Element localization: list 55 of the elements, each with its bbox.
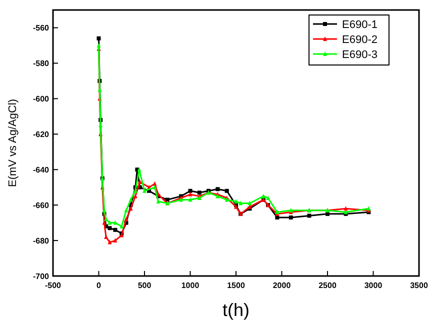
point: [188, 192, 192, 196]
x-tick-label: -500: [44, 281, 62, 290]
point: [96, 36, 101, 40]
point: [266, 195, 270, 200]
point: [234, 199, 238, 204]
legend-label: E690-1: [342, 19, 378, 31]
y-tick-label: -680: [32, 236, 50, 246]
y-tick-label: -600: [32, 94, 50, 104]
x-tick-label: 2500: [318, 281, 337, 290]
point: [188, 188, 192, 193]
point: [108, 226, 112, 230]
legend-label: E690-3: [342, 49, 378, 61]
point: [165, 198, 170, 202]
point: [124, 216, 128, 222]
point: [224, 188, 229, 193]
point: [113, 220, 118, 225]
legend-label: E690-2: [342, 34, 378, 46]
x-tick-label: 0: [96, 281, 102, 290]
x-axis-title: t(h): [222, 300, 250, 320]
point: [138, 180, 142, 184]
y-tick-label: -700: [32, 272, 50, 281]
point: [156, 199, 160, 204]
point: [216, 187, 220, 192]
point: [152, 184, 157, 190]
y-tick-label: -660: [32, 201, 50, 210]
point: [113, 228, 118, 232]
y-tick-label: -640: [32, 166, 50, 175]
point: [113, 238, 118, 243]
point: [288, 215, 293, 220]
point: [238, 200, 243, 206]
y-tick-label: -560: [32, 24, 50, 33]
point: [344, 206, 348, 211]
point: [128, 206, 133, 211]
x-tick-label: 1000: [181, 281, 200, 290]
point: [108, 220, 112, 225]
x-tick-label: 500: [138, 281, 152, 290]
x-tick-label: 1500: [227, 281, 246, 290]
x-tick-label: 3500: [410, 281, 428, 290]
point: [96, 42, 101, 48]
point: [142, 188, 146, 193]
y-axis-title: E(mV vs Ag/AgCl): [7, 98, 19, 188]
point: [120, 224, 124, 228]
point: [188, 197, 192, 202]
y-tick-label: -620: [32, 130, 50, 140]
point: [133, 194, 138, 198]
point: [307, 214, 312, 218]
point: [248, 200, 252, 206]
x-tick-label: 2000: [272, 281, 292, 290]
x-tick-label: 3000: [364, 281, 383, 290]
point: [197, 190, 202, 195]
y-tick-label: -580: [32, 59, 50, 68]
point: [152, 181, 157, 186]
point: [261, 194, 266, 198]
point: [108, 240, 112, 244]
point: [124, 208, 128, 212]
